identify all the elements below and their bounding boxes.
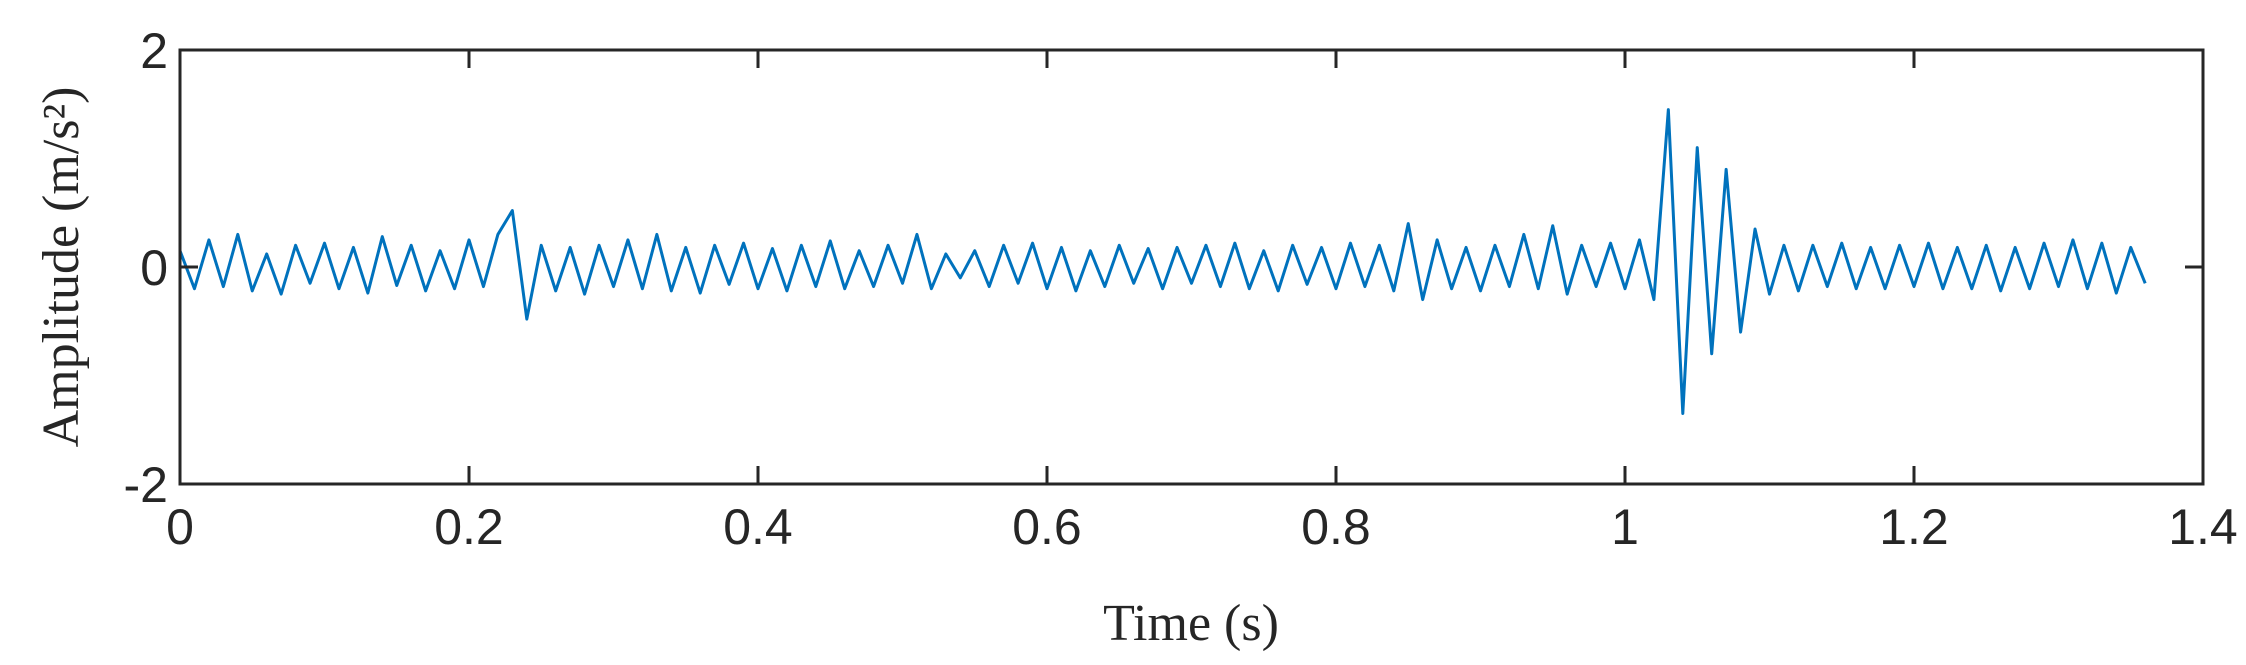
y-axis-label: Amplitude (m/s²) [33, 87, 90, 448]
plot-frame [178, 48, 2205, 486]
x-tick-label: 1.4 [2168, 499, 2238, 555]
x-tick-label: 0.2 [434, 499, 504, 555]
x-tick-label: 0.4 [723, 499, 793, 555]
y-tick-label: 2 [140, 23, 168, 79]
signal-line [178, 108, 2147, 415]
x-tick-label: 0.8 [1301, 499, 1371, 555]
x-tick-label: 0.6 [1012, 499, 1082, 555]
x-axis-label: Time (s) [1103, 595, 1279, 652]
x-tick-label: 1 [1611, 499, 1639, 555]
y-tick-label: -2 [124, 457, 168, 513]
x-tick-label: 0 [166, 499, 194, 555]
y-tick-label: 0 [140, 240, 168, 296]
x-tick-label: 1.2 [1879, 499, 1949, 555]
